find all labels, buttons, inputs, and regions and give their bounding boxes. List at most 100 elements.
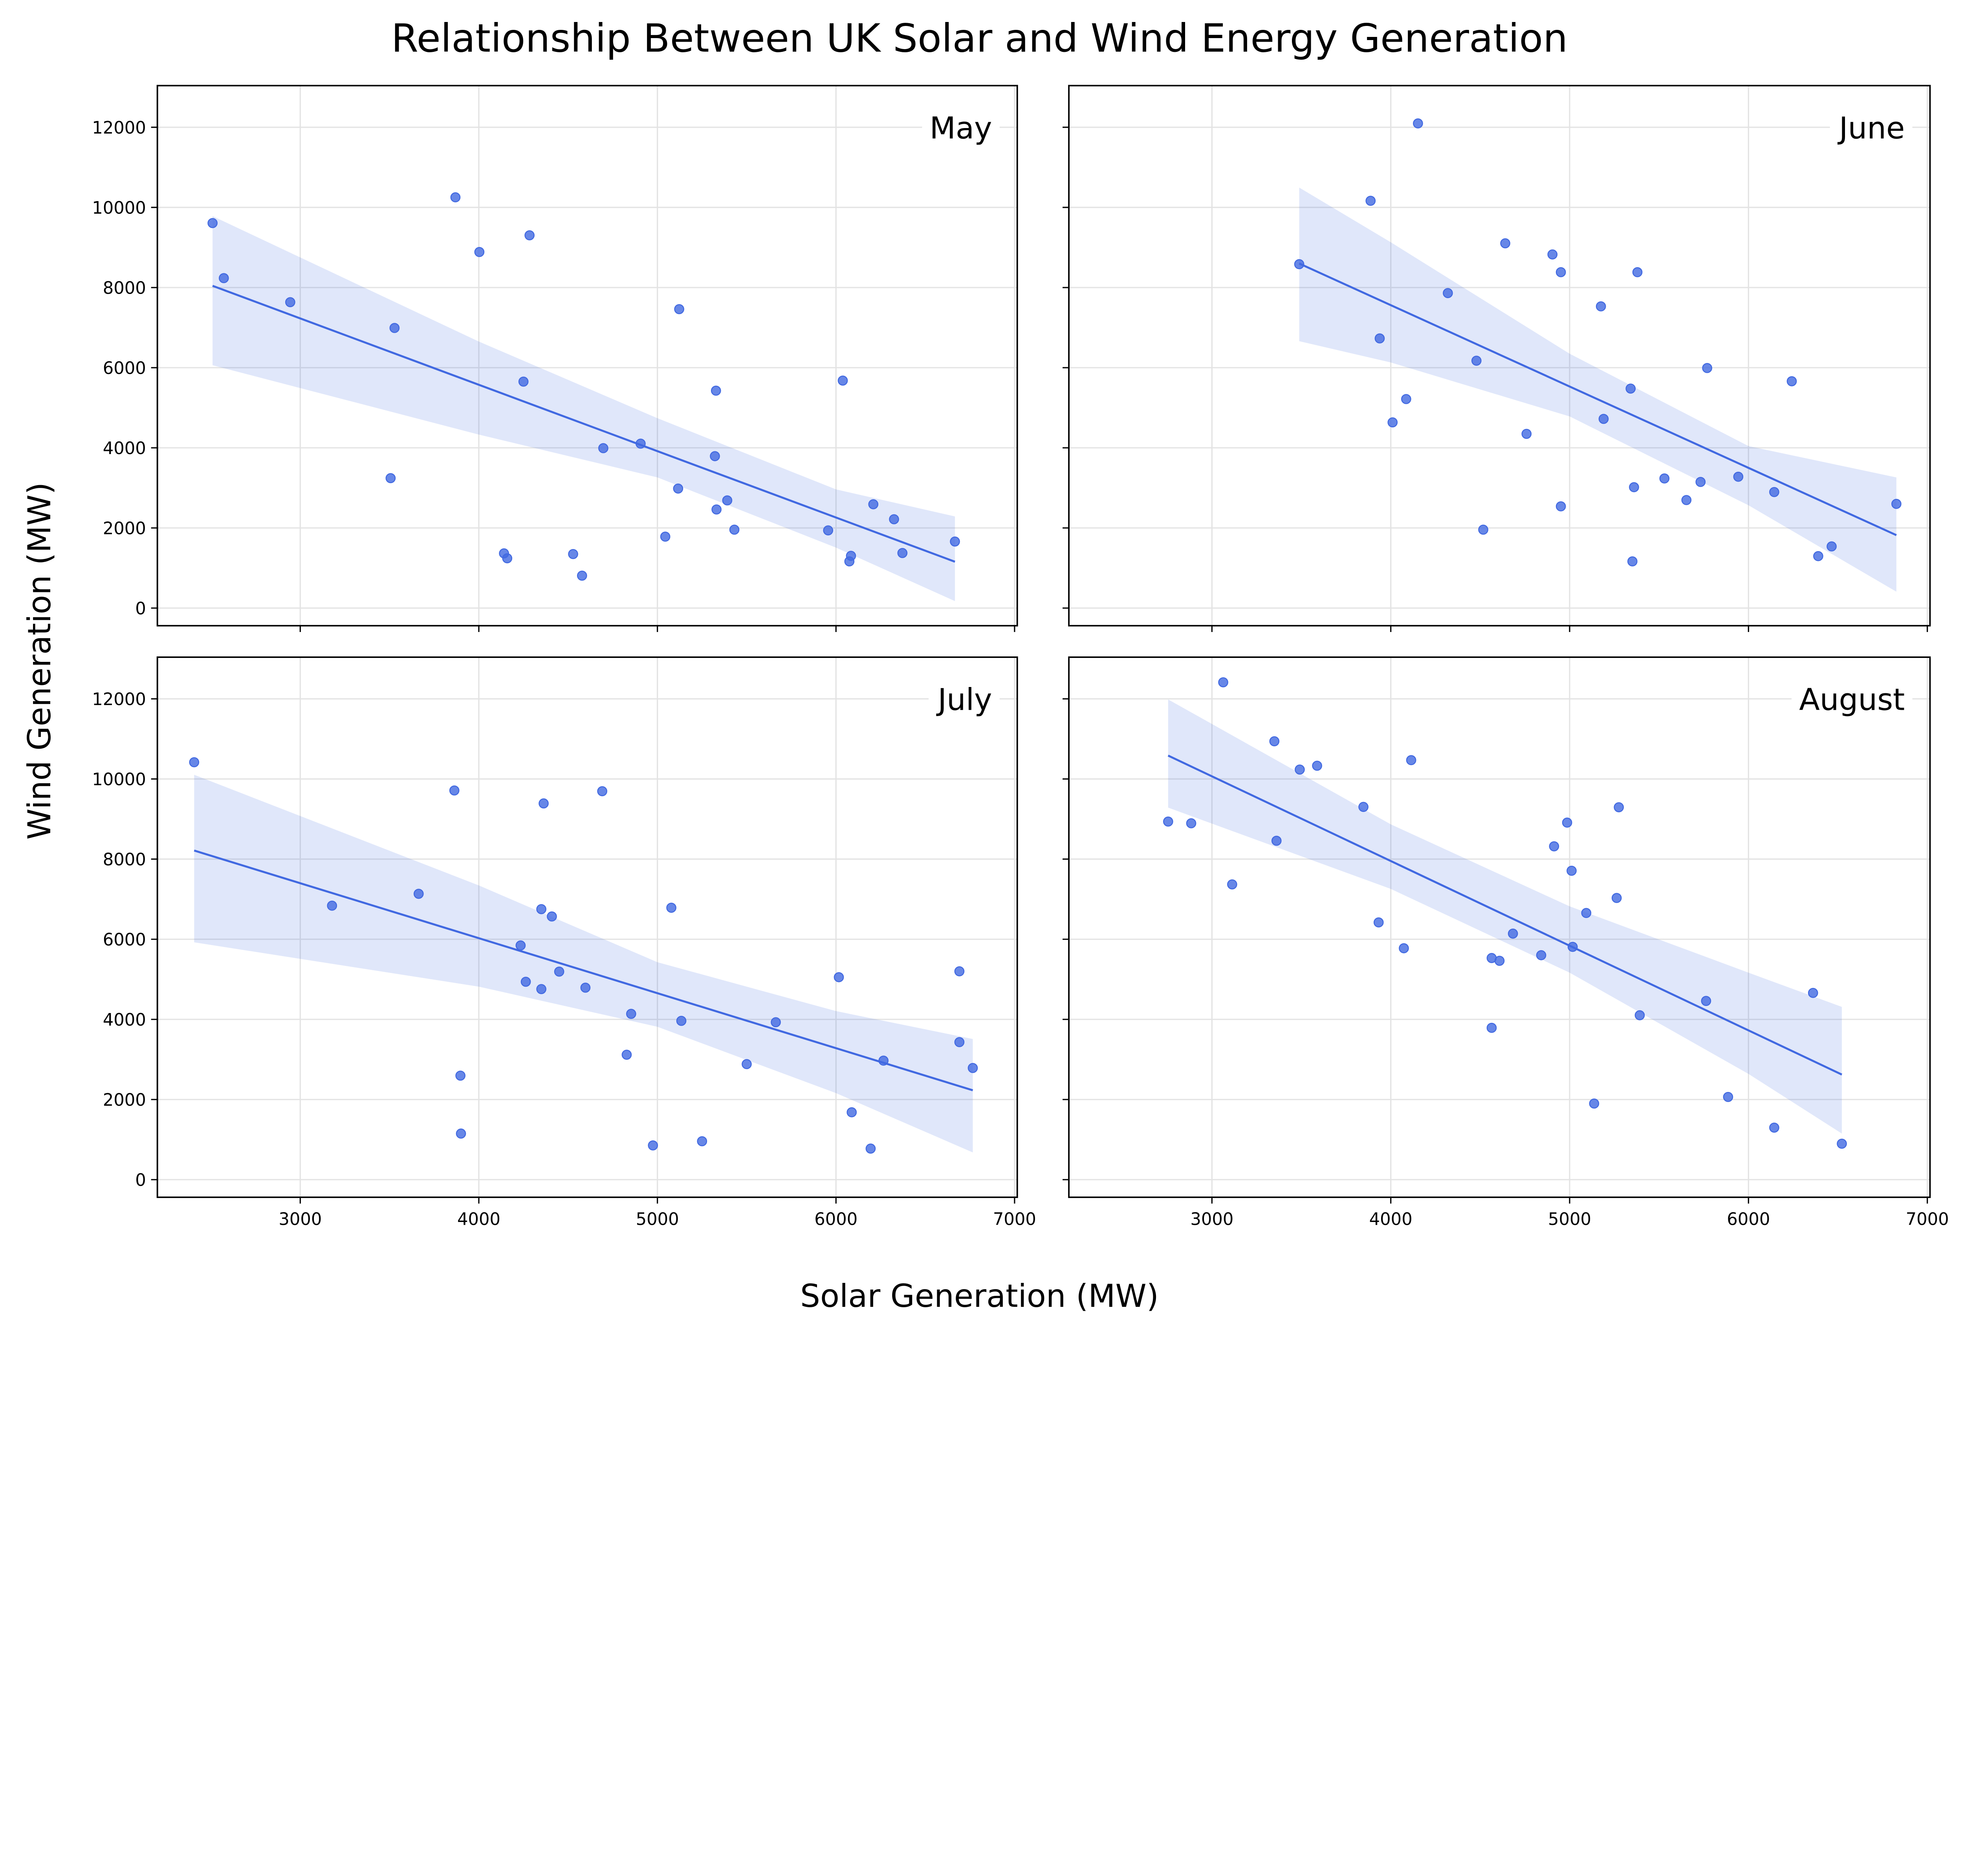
data-point <box>1596 301 1606 311</box>
data-point <box>449 785 460 796</box>
panel-title-background <box>922 108 1000 148</box>
x-tick-label: 4000 <box>457 1210 500 1229</box>
data-point <box>502 553 513 564</box>
data-point <box>1471 355 1482 366</box>
data-point <box>1581 908 1592 918</box>
y-tick-label: 2000 <box>103 1090 146 1110</box>
data-point <box>846 1107 857 1118</box>
data-point <box>648 1140 658 1151</box>
data-point <box>327 900 337 911</box>
data-point <box>1769 1122 1779 1133</box>
data-point <box>218 273 229 283</box>
data-point <box>1567 942 1578 952</box>
data-point <box>207 218 218 228</box>
data-point <box>1837 1138 1847 1149</box>
data-point <box>385 473 396 484</box>
panel-title-background <box>1791 680 1913 720</box>
y-tick-label: 8000 <box>103 850 146 870</box>
data-point <box>450 192 461 203</box>
data-point <box>1813 551 1823 561</box>
data-point <box>621 1050 632 1060</box>
data-point <box>1549 841 1559 852</box>
data-point <box>1294 259 1304 269</box>
data-point <box>771 1017 781 1028</box>
data-point <box>536 904 546 914</box>
x-tick-label: 7000 <box>993 1210 1036 1229</box>
subplot-july: 3000 4000 5000 6000 7000 0 2000 4000 6000 8000 100… <box>92 656 1036 1229</box>
data-point <box>837 376 848 386</box>
data-point <box>1702 363 1712 373</box>
data-point <box>1295 764 1305 775</box>
data-point <box>711 504 722 515</box>
data-point <box>285 297 295 308</box>
data-point <box>1494 956 1505 966</box>
y-tick-label: 4000 <box>103 1010 146 1030</box>
data-point <box>1625 383 1636 394</box>
data-point <box>1589 1098 1599 1109</box>
data-point <box>697 1136 707 1147</box>
data-point <box>1486 1022 1497 1033</box>
data-point <box>967 1063 978 1073</box>
data-point <box>1723 1092 1733 1102</box>
data-point <box>1500 238 1510 249</box>
data-point <box>1891 499 1902 509</box>
data-point <box>1611 893 1622 903</box>
data-point <box>1681 495 1692 505</box>
panel-title: May <box>930 111 992 146</box>
data-point <box>568 549 578 559</box>
x-tick-label: 3000 <box>278 1210 322 1229</box>
data-point <box>1186 818 1196 828</box>
data-point <box>1808 988 1818 998</box>
y-tick-label: 6000 <box>103 930 146 950</box>
data-point <box>455 1070 465 1081</box>
data-point <box>539 798 549 809</box>
data-point <box>834 972 844 982</box>
x-tick-label: 7000 <box>1906 1210 1949 1229</box>
data-point <box>598 443 608 453</box>
data-point <box>660 531 671 542</box>
axes-frame <box>156 85 1018 627</box>
data-point <box>518 376 529 387</box>
data-point <box>1634 1010 1645 1020</box>
data-point <box>626 1009 636 1019</box>
y-tick-label: 2000 <box>103 519 146 539</box>
data-point <box>1695 477 1706 487</box>
data-point <box>1358 802 1369 812</box>
x-tick-label: 5000 <box>1548 1210 1591 1229</box>
data-point <box>1163 816 1173 827</box>
data-point <box>674 304 684 314</box>
data-point <box>636 438 646 449</box>
data-point <box>597 786 607 797</box>
subplot-august: 3000 4000 5000 6000 7000 August <box>1063 656 1949 1229</box>
regression-line <box>194 849 973 1092</box>
data-point <box>1269 736 1280 746</box>
panel-title: July <box>936 683 992 718</box>
data-point <box>413 889 424 899</box>
data-point <box>889 514 899 524</box>
x-tick-label: 5000 <box>636 1210 679 1229</box>
data-point <box>1536 950 1546 960</box>
data-point <box>456 1129 466 1139</box>
data-point <box>580 982 591 993</box>
data-point <box>868 499 879 509</box>
y-axis-label: Wind Generation (MW) <box>21 482 58 840</box>
data-point <box>1733 471 1744 482</box>
data-point <box>722 495 733 506</box>
data-point <box>1769 487 1779 497</box>
data-point <box>823 525 834 536</box>
data-point <box>1227 879 1237 890</box>
data-point <box>666 903 676 913</box>
data-point <box>189 757 200 768</box>
data-point <box>1547 249 1558 260</box>
data-point <box>577 570 587 581</box>
confidence-band <box>1168 699 1842 1134</box>
x-tick-label: 4000 <box>1369 1210 1413 1229</box>
data-point <box>1399 943 1409 953</box>
data-point <box>515 940 526 951</box>
data-point <box>1365 196 1376 206</box>
panel-title-background <box>1830 108 1913 148</box>
data-point <box>1555 267 1566 277</box>
regression-line <box>1299 262 1897 536</box>
data-point <box>954 966 965 976</box>
data-point <box>1413 118 1423 129</box>
